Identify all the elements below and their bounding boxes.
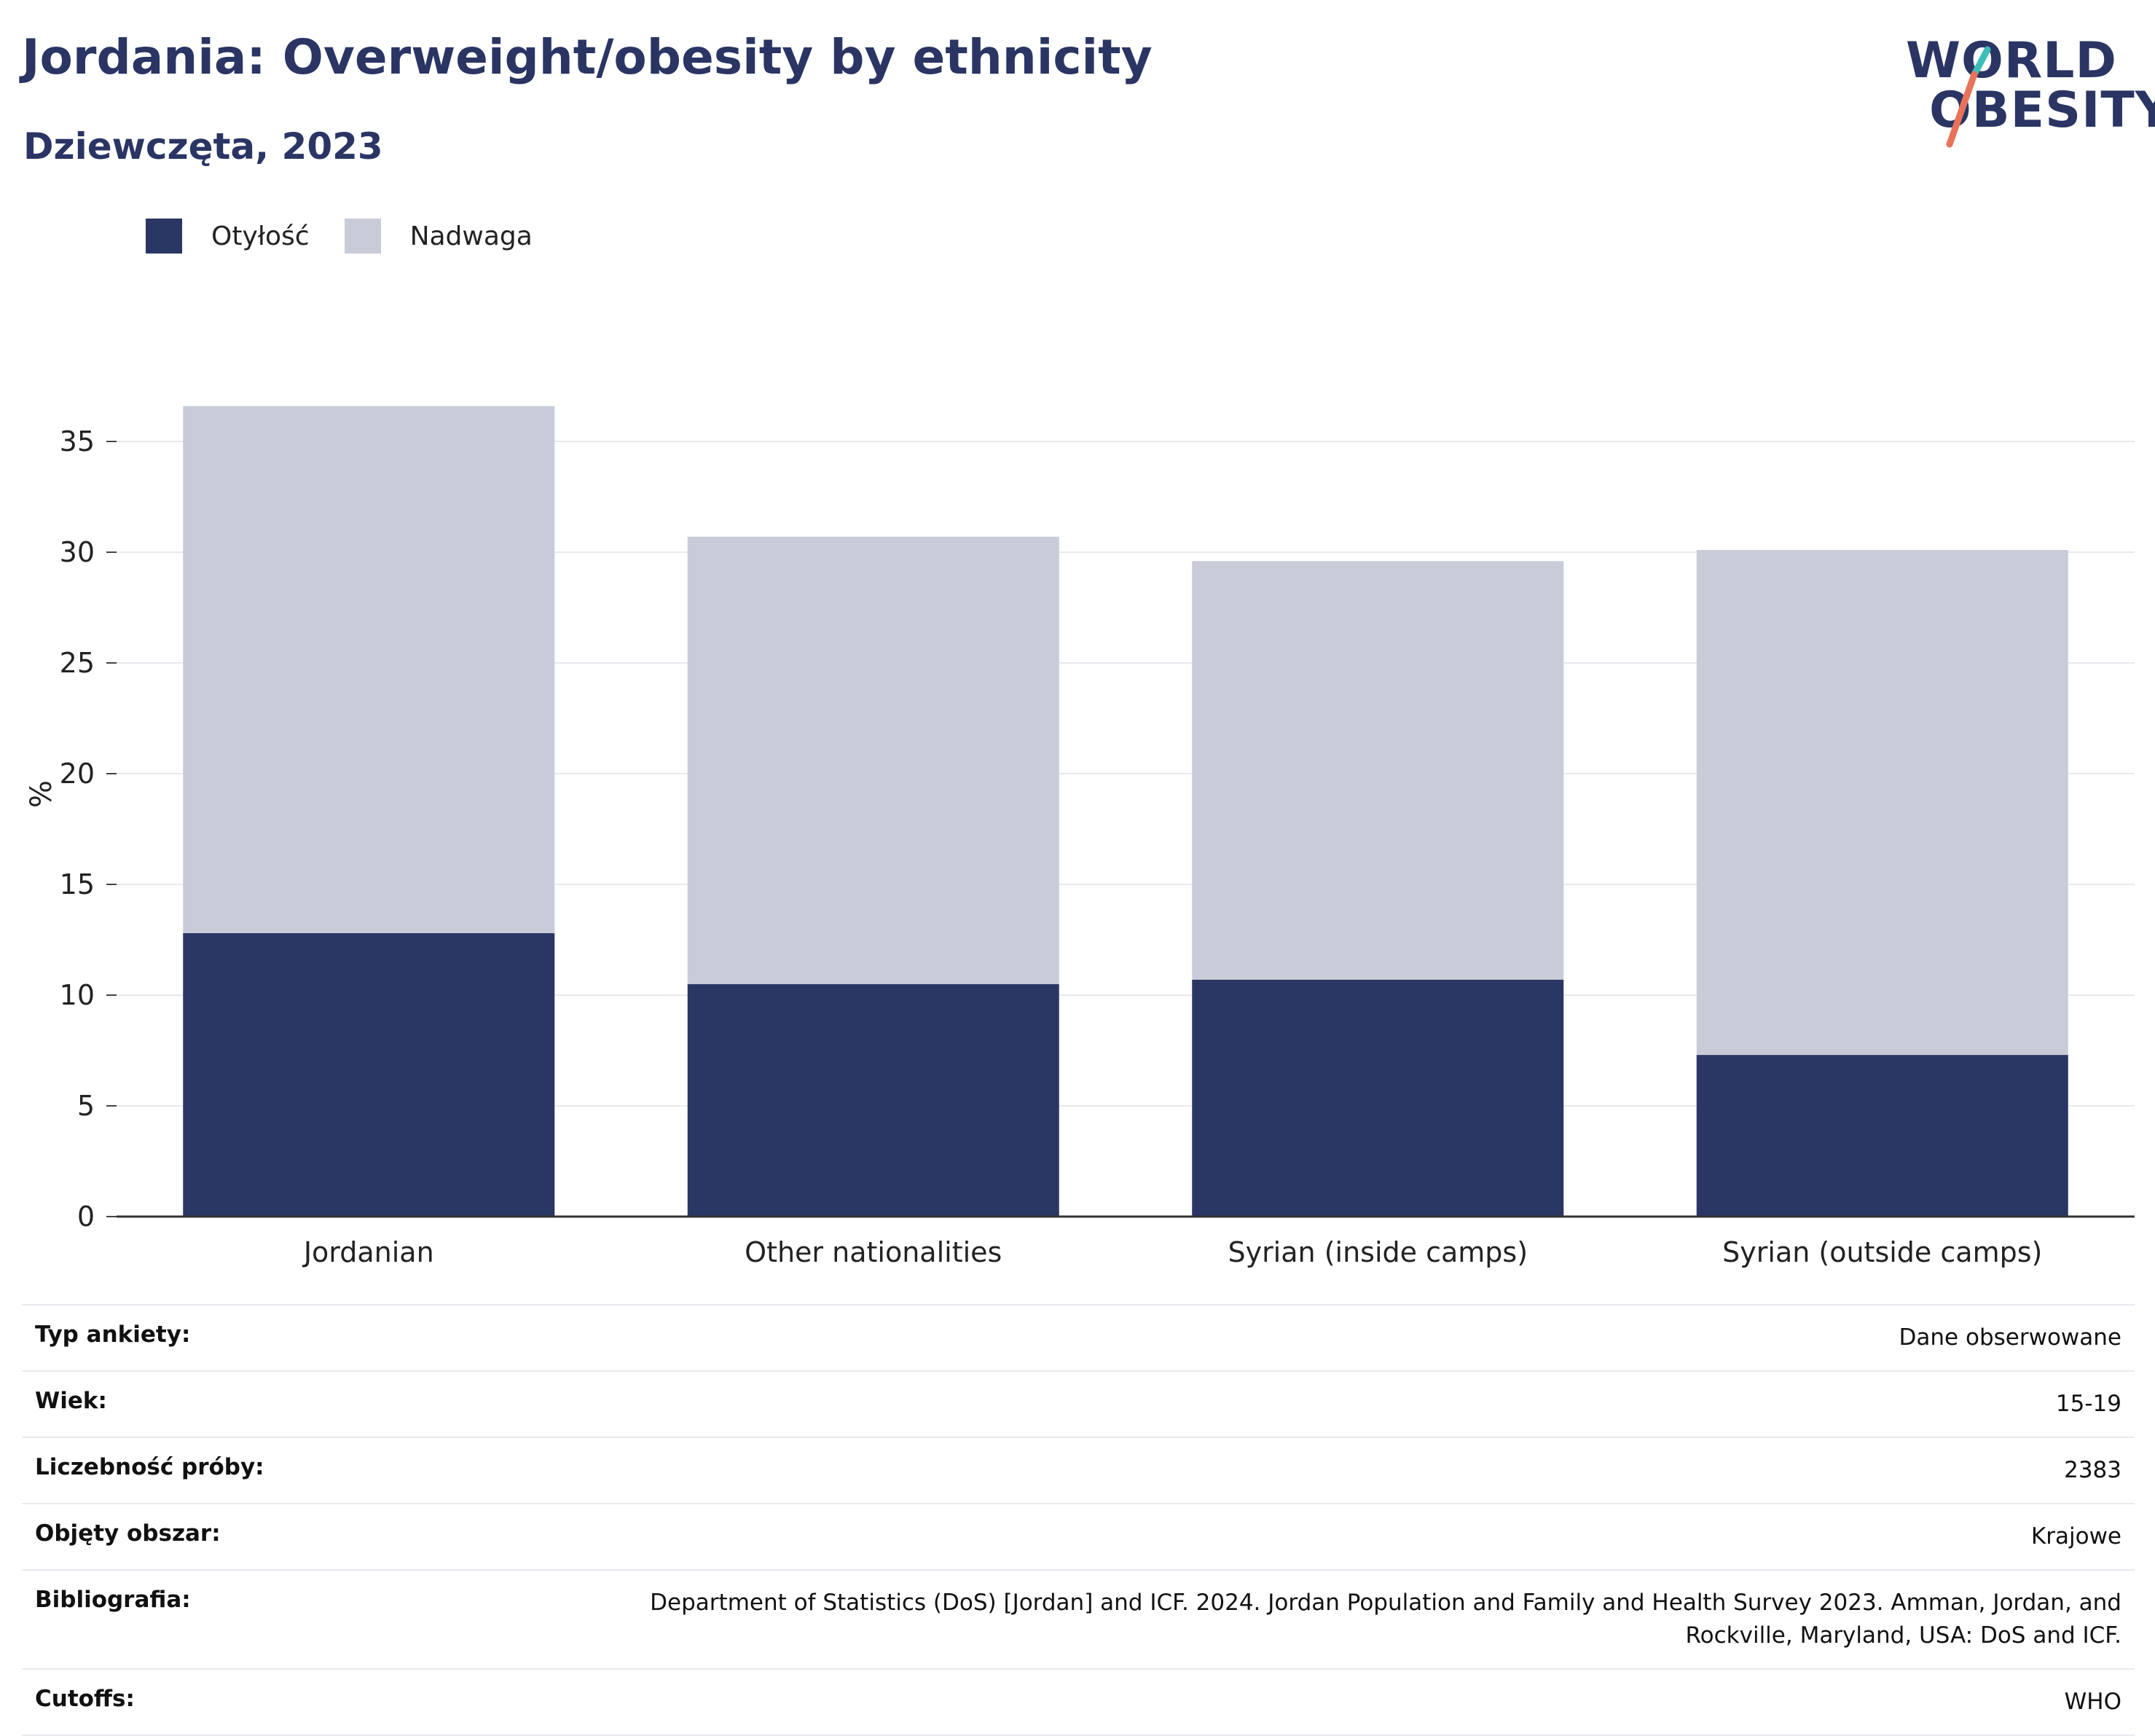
chart-title: Jordania: Overweight/obesity by ethnicit… <box>22 29 1153 85</box>
bar-overweight <box>183 406 555 933</box>
chart-subtitle: Dziewczęta, 2023 <box>23 125 383 168</box>
legend-label-overweight: Nadwaga <box>409 221 533 251</box>
x-category-label: Jordanian <box>302 1236 434 1268</box>
details-key: Wiek: <box>35 1387 107 1414</box>
bar-obesity <box>687 983 1059 1217</box>
details-row: Bibliografia: Department of Statistics (D… <box>22 1568 2135 1668</box>
details-row: Liczebność próby: 2383 <box>22 1436 2135 1503</box>
details-key: Bibliografia: <box>35 1586 191 1613</box>
chart-legend: Otyłość Nadwaga <box>146 219 568 254</box>
details-row: Typ ankiety: Dane obserwowane <box>22 1304 2135 1370</box>
details-row: Wiek: 15-19 <box>22 1370 2135 1437</box>
bar-obesity <box>183 932 555 1217</box>
y-tick-label: 10 <box>60 979 95 1011</box>
y-tick-label: 0 <box>77 1201 95 1233</box>
x-category-label: Syrian (inside camps) <box>1228 1236 1528 1268</box>
y-axis-label: % <box>25 780 58 808</box>
bar-overweight <box>1192 561 1564 980</box>
details-key: Cutoffs: <box>35 1685 135 1712</box>
legend-label-obesity: Otyłość <box>211 221 310 251</box>
details-key: Objęty obszar: <box>35 1520 221 1547</box>
details-value: Krajowe <box>2030 1523 2121 1550</box>
legend-swatch-obesity <box>146 219 182 254</box>
bar-overweight <box>1696 549 2068 1056</box>
x-category-label: Syrian (outside camps) <box>1722 1236 2042 1268</box>
bar-chart: 0 5 10 15 20 25 30 35% Jordanian Other nationalit… <box>25 406 2135 1268</box>
legend-swatch-overweight <box>344 219 381 254</box>
details-value: Department of Statistics (DoS) [Jordan] … <box>650 1589 2121 1649</box>
details-value: 2383 <box>2064 1456 2121 1483</box>
bar-obesity <box>1696 1055 2068 1217</box>
logo-line-1: WORLD <box>1906 32 2117 90</box>
y-tick-label: 15 <box>60 868 95 900</box>
y-tick-label: 35 <box>60 425 95 457</box>
legend-item-obesity: Otyłość <box>146 219 310 254</box>
world-obesity-logo: WORLD OBESITY <box>1901 29 2155 153</box>
logo-slash-icon <box>1946 46 1991 148</box>
y-tick-label: 5 <box>77 1090 95 1122</box>
details-row: Cutoffs: WHO <box>22 1668 2135 1736</box>
legend-item-overweight: Nadwaga <box>344 219 533 254</box>
details-key: Liczebność próby: <box>35 1453 264 1480</box>
details-value: WHO <box>2064 1688 2121 1715</box>
bar-obesity <box>1192 979 1564 1217</box>
y-tick-label: 20 <box>60 758 95 790</box>
y-tick-label: 25 <box>60 647 95 679</box>
details-value: 15-19 <box>2055 1390 2121 1417</box>
y-tick-label: 30 <box>60 536 95 568</box>
x-category-label: Other nationalities <box>745 1236 1002 1268</box>
survey-details-table: Typ ankiety: Dane obserwowane Wiek: 15-19 Li… <box>22 1304 2135 1736</box>
details-row: Objęty obszar: Krajowe <box>22 1502 2135 1569</box>
details-key: Typ ankiety: <box>35 1321 191 1348</box>
bar-overweight <box>687 536 1059 984</box>
details-value: Dane obserwowane <box>1899 1324 2121 1351</box>
